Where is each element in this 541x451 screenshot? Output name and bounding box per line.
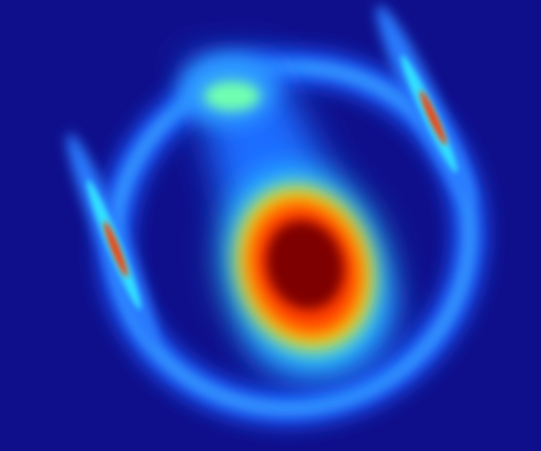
top-blob-core xyxy=(204,81,260,111)
left-streak xyxy=(67,133,157,347)
left-streak-core xyxy=(103,221,128,278)
beam-core xyxy=(266,220,344,310)
right-streak-core xyxy=(419,90,447,145)
right-streak xyxy=(376,5,474,205)
beam xyxy=(180,54,396,380)
